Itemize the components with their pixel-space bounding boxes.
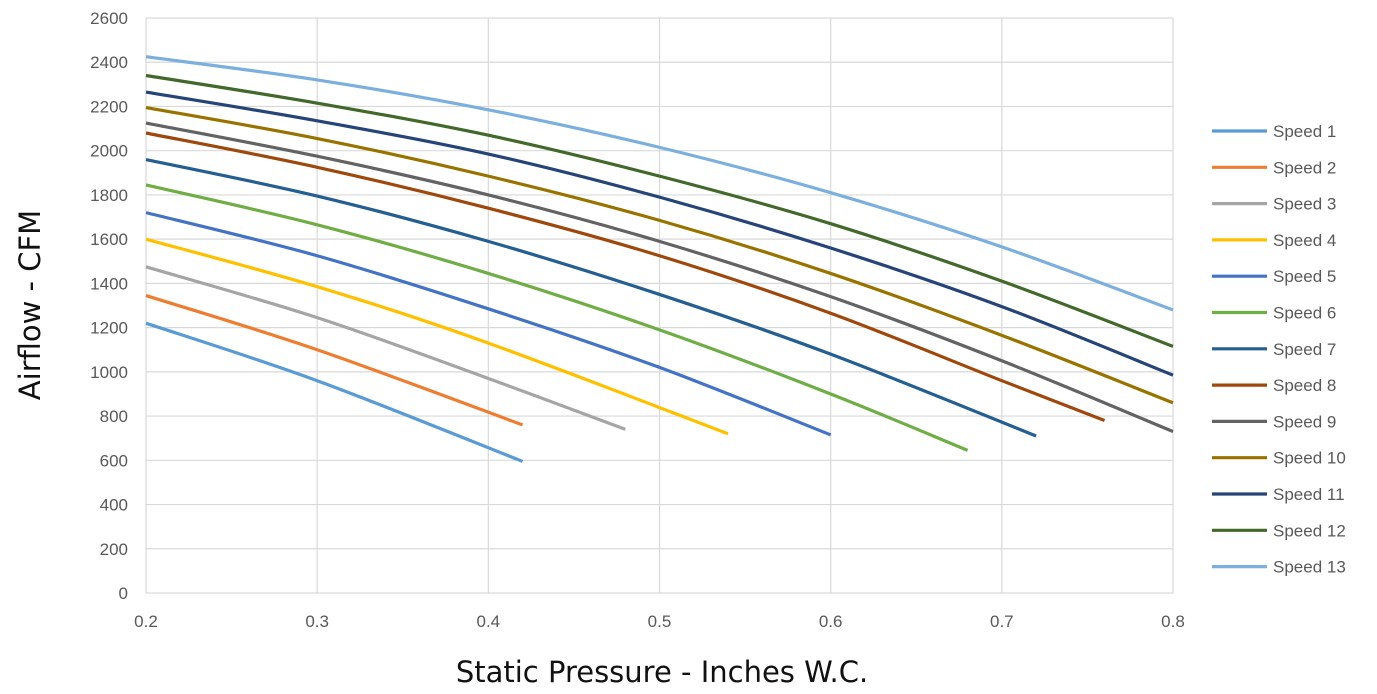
gridlines — [145, 17, 1174, 594]
y-tick-label: 1400 — [90, 274, 128, 293]
series-line-speed-2 — [145, 294, 524, 427]
y-tick-label: 200 — [100, 540, 128, 559]
x-tick-label: 0.3 — [305, 612, 329, 631]
series-line-speed-8 — [145, 131, 1106, 422]
legend-label: Speed 13 — [1273, 558, 1346, 577]
series-line-speed-9 — [145, 121, 1174, 434]
y-tick-label: 2600 — [90, 9, 128, 28]
x-tick-labels: 0.2 0.3 0.4 0.5 0.6 0.7 0.8 — [134, 612, 1185, 631]
x-tick-label: 0.7 — [990, 612, 1014, 631]
x-tick-label: 0.8 — [1161, 612, 1185, 631]
legend-label: Speed 2 — [1273, 158, 1336, 177]
x-axis-title: Static Pressure - Inches W.C. — [456, 655, 868, 689]
x-tick-label: 0.6 — [819, 612, 843, 631]
y-tick-label: 1200 — [90, 319, 128, 338]
series-line-speed-5 — [145, 211, 832, 437]
series-line-speed-1 — [145, 321, 524, 463]
y-tick-label: 1800 — [90, 186, 128, 205]
y-tick-label: 400 — [100, 496, 128, 515]
series-line-speed-10 — [145, 105, 1174, 405]
legend-label: Speed 11 — [1273, 485, 1345, 504]
legend-label: Speed 1 — [1273, 122, 1336, 141]
x-tick-label: 0.4 — [477, 612, 501, 631]
series-line-speed-13 — [145, 55, 1174, 312]
series-lines — [145, 55, 1174, 463]
legend-label: Speed 5 — [1273, 267, 1336, 286]
x-tick-label: 0.2 — [134, 612, 158, 631]
series-line-speed-12 — [145, 73, 1174, 348]
legend-label: Speed 7 — [1273, 340, 1336, 359]
legend-label: Speed 12 — [1273, 521, 1346, 540]
y-tick-label: 600 — [100, 451, 128, 470]
x-tick-label: 0.5 — [648, 612, 672, 631]
y-tick-label: 1600 — [90, 230, 128, 249]
series-line-speed-7 — [145, 157, 1037, 438]
legend-label: Speed 9 — [1273, 412, 1336, 431]
y-tick-label: 1000 — [90, 363, 128, 382]
y-tick-label: 2400 — [90, 53, 128, 72]
y-tick-label: 2000 — [90, 142, 128, 161]
y-axis-title: Airflow - CFM — [13, 210, 47, 400]
y-tick-label: 0 — [119, 584, 128, 603]
legend-label: Speed 6 — [1273, 304, 1336, 323]
legend-label: Speed 3 — [1273, 195, 1336, 214]
y-tick-label: 800 — [100, 407, 128, 426]
legend-label: Speed 8 — [1273, 376, 1336, 395]
series-line-speed-6 — [145, 183, 969, 452]
y-tick-label: 2200 — [90, 97, 128, 116]
series-line-speed-4 — [145, 237, 729, 436]
series-line-speed-3 — [145, 265, 626, 431]
legend-label: Speed 4 — [1273, 231, 1336, 250]
series-line-speed-11 — [145, 90, 1174, 377]
legend: Speed 1 Speed 2 Speed 3 Speed 4 Speed 5 Speed… — [1212, 122, 1346, 577]
legend-label: Speed 10 — [1273, 449, 1346, 468]
y-tick-labels: 0 200 400 600 800 1000 1200 1400 1600 1800 2000 220… — [90, 9, 128, 603]
